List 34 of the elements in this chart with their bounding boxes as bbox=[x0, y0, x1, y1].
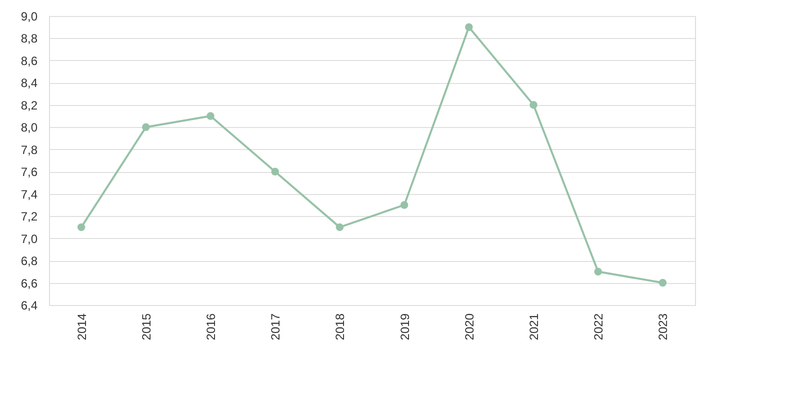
point bbox=[77, 223, 86, 232]
point bbox=[658, 278, 667, 287]
y-tick-label: 6,6 bbox=[20, 276, 38, 290]
x-tick-label: 2016 bbox=[204, 313, 218, 340]
x-tick-label: 2022 bbox=[592, 313, 606, 340]
point bbox=[336, 223, 344, 232]
y-tick-label: 8,8 bbox=[20, 32, 38, 46]
y-tick-label: 9,0 bbox=[20, 10, 38, 24]
y-tick-label: 7,2 bbox=[20, 210, 38, 224]
x-tick-label: 2018 bbox=[333, 313, 348, 340]
y-tick-label: 8,4 bbox=[20, 76, 38, 90]
y-tick-label: 7,6 bbox=[20, 165, 38, 180]
y-tick-label: 7,4 bbox=[20, 187, 38, 202]
point bbox=[142, 123, 150, 132]
point bbox=[271, 168, 279, 176]
x-tick-label: 2019 bbox=[398, 313, 412, 340]
point bbox=[465, 23, 473, 31]
x-tick-label: 2017 bbox=[268, 313, 283, 340]
point bbox=[530, 101, 538, 109]
point bbox=[400, 201, 408, 209]
y-tick-label: 6,8 bbox=[20, 254, 38, 268]
x-tick-label: 2021 bbox=[527, 313, 541, 340]
y-tick-label: 8,2 bbox=[20, 98, 38, 112]
x-tick-label: 2023 bbox=[656, 313, 670, 340]
point bbox=[206, 112, 214, 120]
y-tick-label: 8,0 bbox=[20, 120, 38, 135]
x-tick-label: 2020 bbox=[462, 313, 476, 340]
y-tick-label: 8,6 bbox=[20, 54, 38, 68]
x-tick-label: 2014 bbox=[74, 313, 89, 340]
point bbox=[594, 268, 602, 276]
x-tick-label: 2015 bbox=[139, 313, 154, 340]
y-tick-label: 6,4 bbox=[20, 298, 38, 312]
y-tick-label: 7,8 bbox=[20, 142, 38, 157]
y-tick-label: 7,0 bbox=[20, 232, 38, 246]
